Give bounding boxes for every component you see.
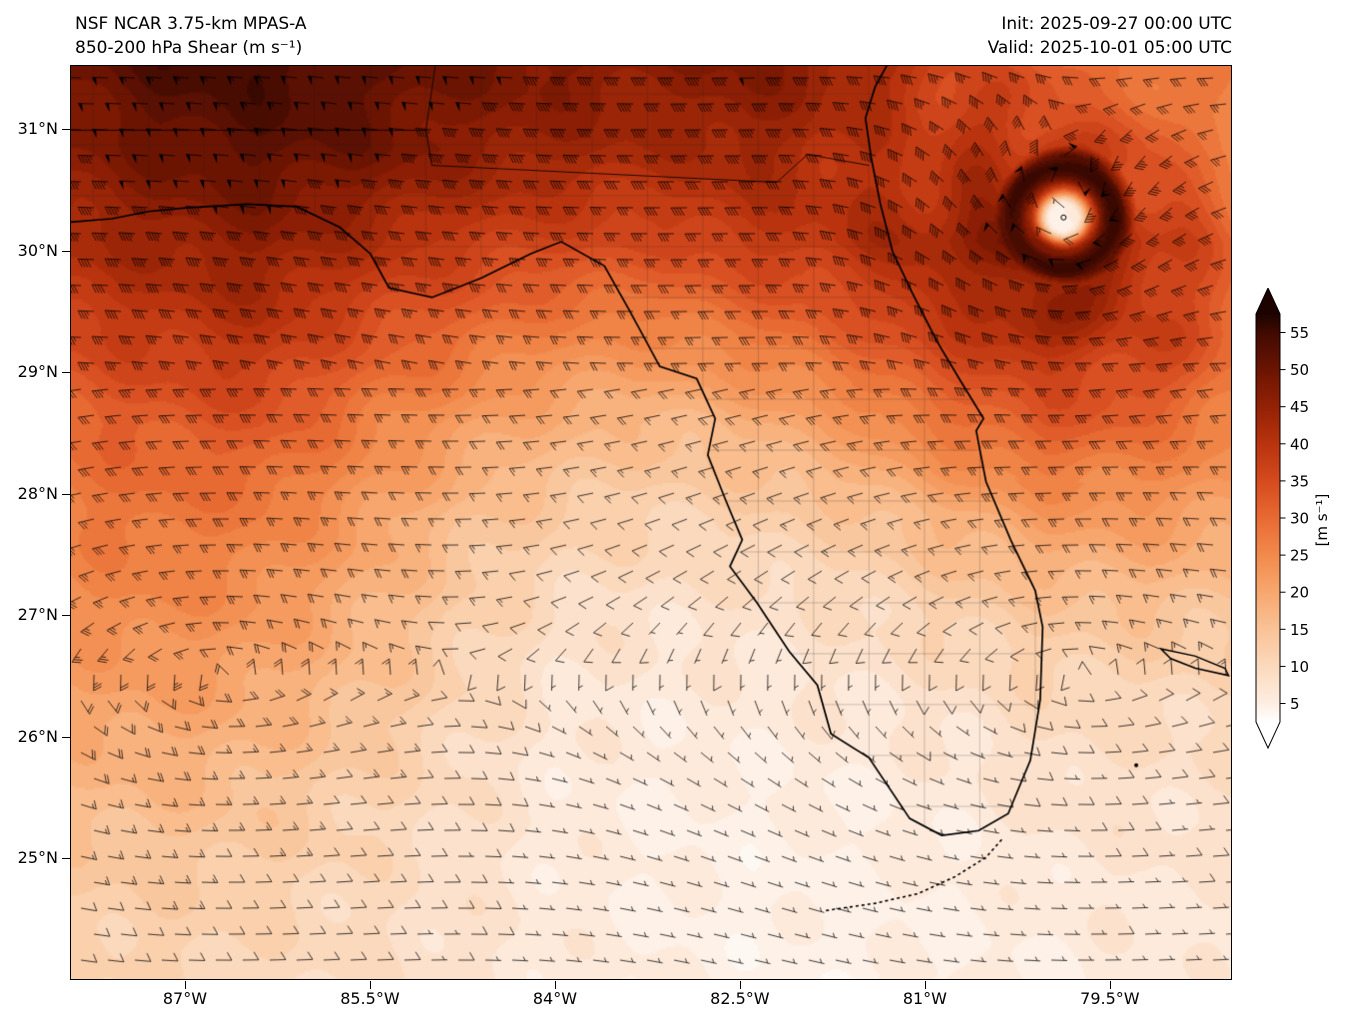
colorbar-tick-label: 10 bbox=[1290, 658, 1309, 676]
plot-title-field: 850-200 hPa Shear (m s⁻¹) bbox=[75, 38, 303, 58]
colorbar-tick-label: 35 bbox=[1290, 472, 1309, 490]
colorbar-unit-label: [m s⁻¹] bbox=[1313, 493, 1331, 547]
x-tick-label: 87°W bbox=[162, 989, 208, 1008]
y-tick-label: 25°N bbox=[17, 847, 58, 867]
x-tick-label: 82.5°W bbox=[710, 989, 770, 1008]
colorbar-tick-label: 5 bbox=[1290, 695, 1300, 713]
y-tick-label: 26°N bbox=[17, 726, 58, 746]
x-tick-label: 79.5°W bbox=[1080, 989, 1140, 1008]
colorbar-tick-label: 45 bbox=[1290, 398, 1309, 416]
y-tick-mark bbox=[62, 857, 70, 859]
y-tick-mark bbox=[62, 493, 70, 495]
map-plot-area bbox=[70, 65, 1232, 980]
x-tick-mark bbox=[739, 981, 741, 989]
x-tick-mark bbox=[924, 981, 926, 989]
colorbar-tick-label: 50 bbox=[1290, 361, 1309, 379]
y-tick-mark bbox=[62, 372, 70, 374]
colorbar-bar bbox=[1255, 288, 1281, 750]
x-tick-mark bbox=[369, 981, 371, 989]
colorbar-tick-label: 30 bbox=[1290, 510, 1309, 528]
colorbar-tick-label: 55 bbox=[1290, 324, 1309, 342]
x-tick-mark bbox=[1109, 981, 1111, 989]
x-tick-mark bbox=[184, 981, 186, 989]
x-tick-label: 85.5°W bbox=[340, 989, 400, 1008]
x-tick-mark bbox=[554, 981, 556, 989]
plot-title-model: NSF NCAR 3.75-km MPAS-A bbox=[75, 14, 307, 34]
valid-time-label: Valid: 2025-10-01 05:00 UTC bbox=[987, 38, 1232, 58]
y-tick-label: 27°N bbox=[17, 605, 58, 625]
colorbar: 5 10 15 20 25 30 35 40 45 50 55 bbox=[1255, 288, 1309, 750]
colorbar-tick-label: 20 bbox=[1290, 584, 1309, 602]
map-canvas bbox=[71, 66, 1231, 979]
y-tick-label: 29°N bbox=[17, 362, 58, 382]
colorbar-tick-label: 40 bbox=[1290, 435, 1309, 453]
init-time-label: Init: 2025-09-27 00:00 UTC bbox=[1001, 14, 1232, 34]
colorbar-tick-label: 15 bbox=[1290, 621, 1309, 639]
y-tick-label: 28°N bbox=[17, 483, 58, 503]
x-tick-label: 84°W bbox=[532, 989, 578, 1008]
y-tick-mark bbox=[62, 250, 70, 252]
x-tick-label: 81°W bbox=[902, 989, 947, 1008]
y-tick-label: 31°N bbox=[17, 119, 58, 139]
y-tick-mark bbox=[62, 615, 70, 617]
y-tick-mark bbox=[62, 736, 70, 738]
y-tick-label: 30°N bbox=[17, 240, 58, 260]
colorbar-tick-label: 25 bbox=[1290, 547, 1309, 565]
y-tick-mark bbox=[62, 129, 70, 131]
